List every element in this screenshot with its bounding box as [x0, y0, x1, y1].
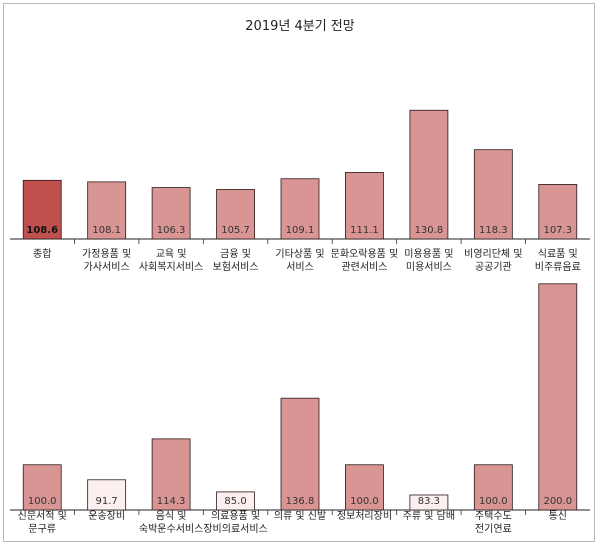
- bar-2-5: [280, 397, 320, 511]
- bar-2-2: [87, 479, 127, 511]
- bar-1-8: [473, 149, 513, 240]
- bar-2-8: [473, 464, 513, 511]
- bar-1-2: [87, 181, 127, 240]
- category-label: 주류 및 담배: [403, 510, 455, 522]
- category-label: 가정용품 및 가사서비스: [82, 248, 131, 273]
- bar-value-label: 100.0: [350, 496, 379, 507]
- bar-value-label: 100.0: [28, 496, 57, 507]
- category-label: 식료품 및 비주류음료: [535, 248, 581, 273]
- chart-title: 2019년 4분기 전망: [245, 19, 355, 34]
- category-label: 교육 및 사회복지서비스: [139, 248, 203, 273]
- bar-value-label: 105.7: [221, 225, 250, 236]
- category-label: 통신: [549, 510, 567, 522]
- bar-value-label: 100.0: [479, 496, 508, 507]
- bar-value-label: 91.7: [96, 496, 118, 507]
- bar-1-1: [22, 179, 62, 240]
- bar-value-label: 114.3: [157, 496, 186, 507]
- bar-value-label: 108.6: [26, 225, 58, 236]
- bar-2-3: [151, 438, 191, 511]
- bar-value-label: 106.3: [157, 225, 186, 236]
- bar-value-label: 108.1: [92, 225, 121, 236]
- bar-1-7: [409, 109, 449, 240]
- category-label: 정보처리장비: [337, 510, 392, 522]
- category-label: 기타상품 및 서비스: [275, 248, 324, 273]
- chart-panel-2: 100.0 신문서적 및 문구류 91.7 운송장비 114.3 음식 및 숙박운수서비스 85…: [10, 283, 590, 535]
- bar-1-4: [216, 189, 255, 240]
- category-label: 종합: [33, 248, 51, 260]
- bar-value-label: 107.3: [543, 225, 572, 236]
- bar-2-1: [22, 464, 62, 511]
- bar-value-label: 136.8: [286, 496, 315, 507]
- category-label: 의류 및 신발: [274, 510, 326, 522]
- category-label: 문화오락용품 및 관련서비스: [331, 248, 399, 273]
- category-label: 비영리단체 및 공공기관: [464, 248, 522, 273]
- bar-value-label: 118.3: [479, 225, 508, 236]
- bar-1-3: [151, 187, 191, 240]
- category-label: 주택수도 전기연료: [475, 510, 512, 535]
- category-label: 금융 및 보험서비스: [213, 248, 259, 273]
- bar-1-5: [280, 178, 320, 240]
- bar-value-label: 83.3: [418, 496, 440, 507]
- bar-value-label: 200.0: [543, 496, 572, 507]
- bar-2-4: [216, 491, 255, 511]
- bar-value-label: 109.1: [286, 225, 315, 236]
- chart-panel-1: 108.6 종합 108.1 가정용품 및 가사서비스 106.3 교육 및 사회복지서비스 1…: [10, 109, 590, 273]
- bar-value-label: 85.0: [224, 496, 246, 507]
- bar-1-6: [345, 172, 384, 240]
- bar-2-9: [538, 283, 578, 511]
- category-label: 운송장비: [88, 510, 125, 522]
- category-label: 미용용품 및 미용서비스: [404, 248, 453, 273]
- bar-1-9: [538, 184, 578, 240]
- category-label: 의료용품 및 장비의료서비스: [203, 510, 267, 535]
- bar-value-label: 130.8: [415, 225, 444, 236]
- bar-value-label: 111.1: [350, 225, 379, 236]
- category-label: 신문서적 및 문구류: [18, 510, 67, 535]
- bar-2-7: [409, 494, 449, 511]
- category-label: 음식 및 숙박운수서비스: [139, 510, 203, 535]
- bar-2-6: [345, 464, 384, 511]
